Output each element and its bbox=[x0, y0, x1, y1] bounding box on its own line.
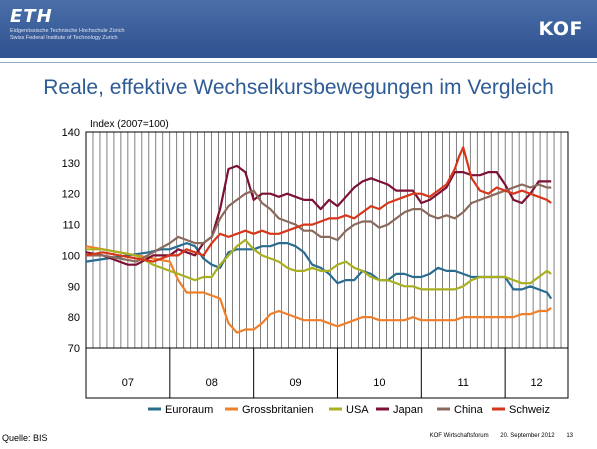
series-line-schweiz bbox=[85, 146, 552, 263]
y-tick-label-3: 100 bbox=[62, 250, 80, 262]
y-tick-label-5: 120 bbox=[62, 189, 80, 201]
footer-org: KOF Wirtschaftsforum bbox=[429, 433, 489, 439]
legend-label-china: China bbox=[454, 404, 484, 416]
series-line-grossbritanien bbox=[85, 245, 552, 334]
series-line-china bbox=[86, 183, 552, 263]
eth-subline-2: Swiss Federal Institute of Technology Zu… bbox=[10, 35, 118, 41]
header-banner: ETH Eidgenössische Technische Hochschule… bbox=[0, 0, 597, 58]
eth-logo: ETH bbox=[10, 6, 53, 27]
legend-label-usa: USA bbox=[346, 404, 369, 416]
y-tick-label-7: 140 bbox=[62, 127, 80, 139]
x-year-label-08: 08 bbox=[206, 377, 218, 389]
y-tick-label-0: 70 bbox=[68, 343, 80, 355]
series-line-japan bbox=[85, 164, 552, 266]
y-tick-label-1: 80 bbox=[68, 312, 80, 324]
source-note: Quelle: BIS bbox=[2, 433, 48, 443]
x-year-label-07: 07 bbox=[122, 377, 134, 389]
x-year-label-12: 12 bbox=[530, 377, 542, 389]
x-year-label-10: 10 bbox=[373, 377, 385, 389]
legend-label-japan: Japan bbox=[393, 404, 423, 416]
footer-date: 20. September 2012 bbox=[500, 433, 555, 439]
slide-title: Reale, effektive Wechselkursbewegungen i… bbox=[43, 76, 554, 99]
legend-label-grossbritanien: Grossbritanien bbox=[242, 404, 314, 416]
legend-label-euroraum: Euroraum bbox=[165, 404, 213, 416]
footer: KOF Wirtschaftsforum 20. September 2012 … bbox=[420, 433, 573, 439]
y-axis-label: Index (2007=100) bbox=[90, 119, 169, 130]
series-line-usa bbox=[86, 238, 552, 291]
y-tick-label-4: 110 bbox=[62, 220, 80, 232]
legend-label-schweiz: Schweiz bbox=[509, 404, 550, 416]
eth-subline-1: Eidgenössische Technische Hochschule Zür… bbox=[10, 28, 125, 34]
plot-frame bbox=[85, 131, 569, 349]
x-axis-box bbox=[85, 347, 569, 399]
x-year-label-11: 11 bbox=[458, 377, 469, 389]
header-divider bbox=[0, 62, 597, 63]
kof-logo: KOF bbox=[538, 18, 583, 40]
y-tick-label-6: 130 bbox=[62, 158, 80, 170]
x-year-label-09: 09 bbox=[289, 377, 301, 389]
footer-page: 13 bbox=[566, 433, 573, 439]
y-tick-label-2: 90 bbox=[68, 281, 80, 293]
